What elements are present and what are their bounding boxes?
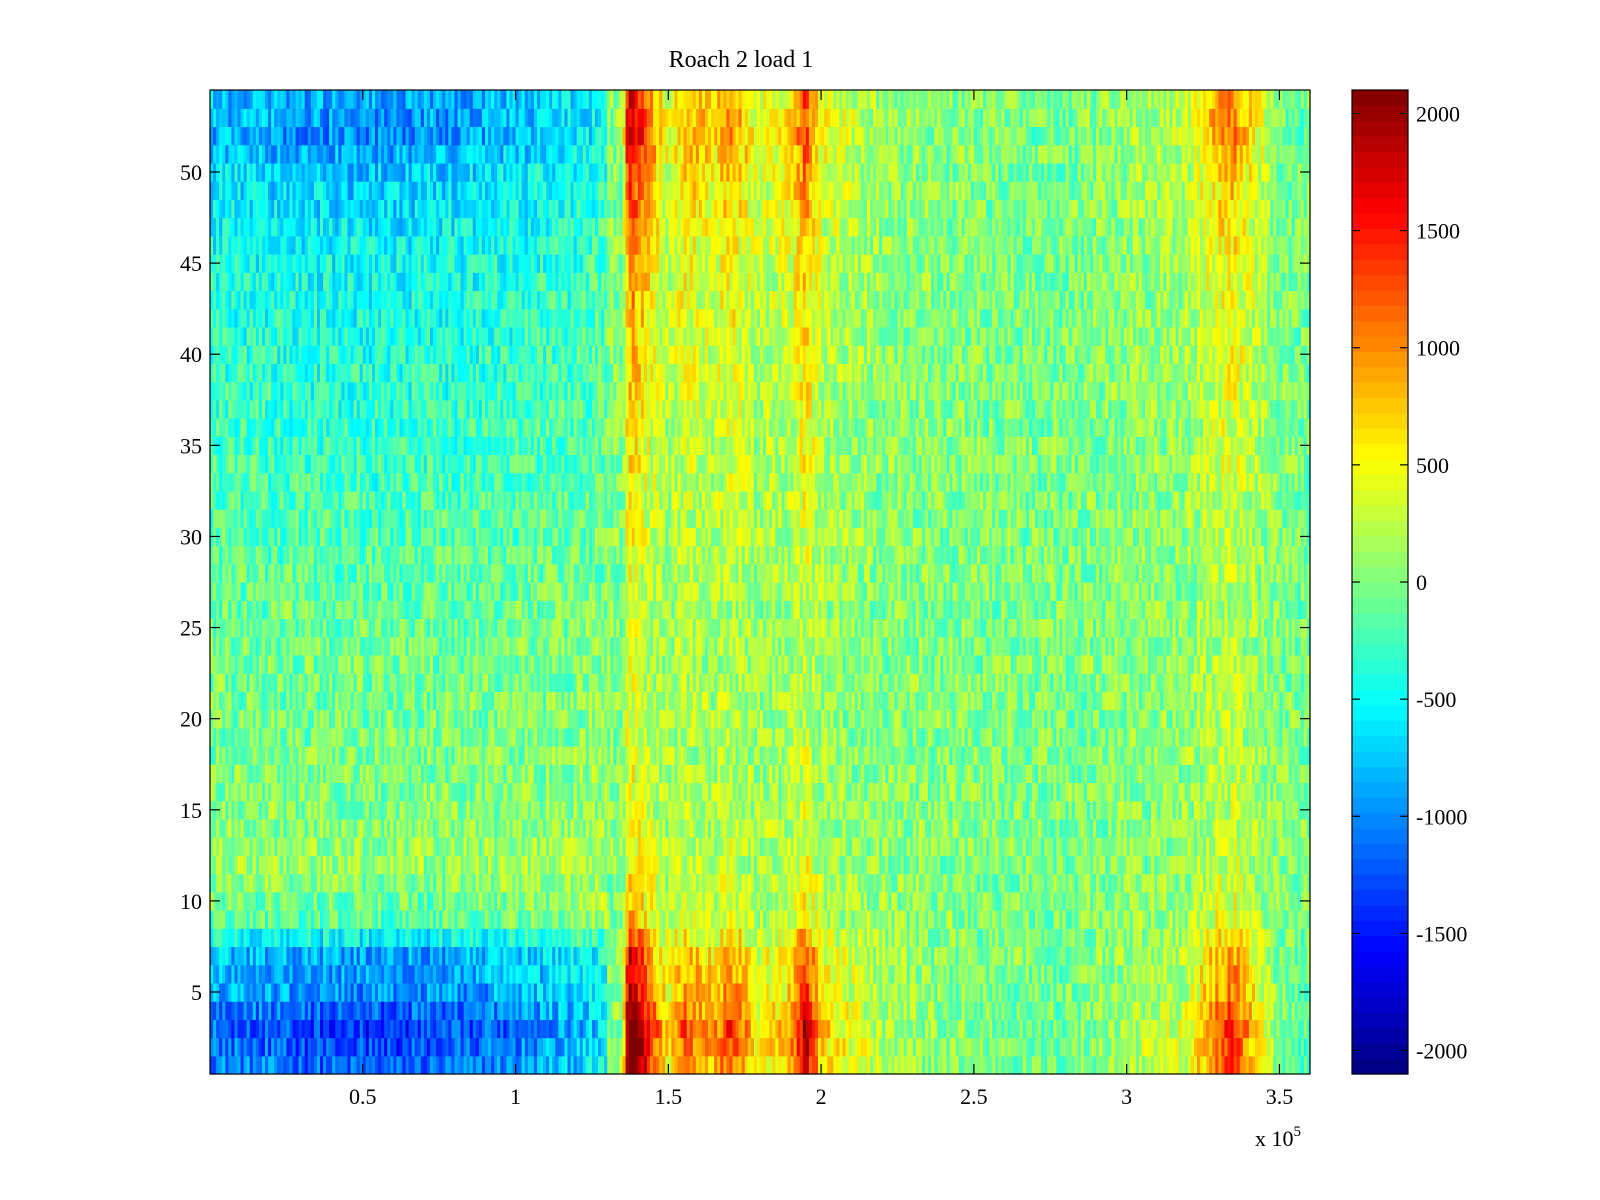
chart-title: Roach 2 load 1	[669, 47, 814, 73]
heatmap-cells	[210, 90, 1311, 1075]
